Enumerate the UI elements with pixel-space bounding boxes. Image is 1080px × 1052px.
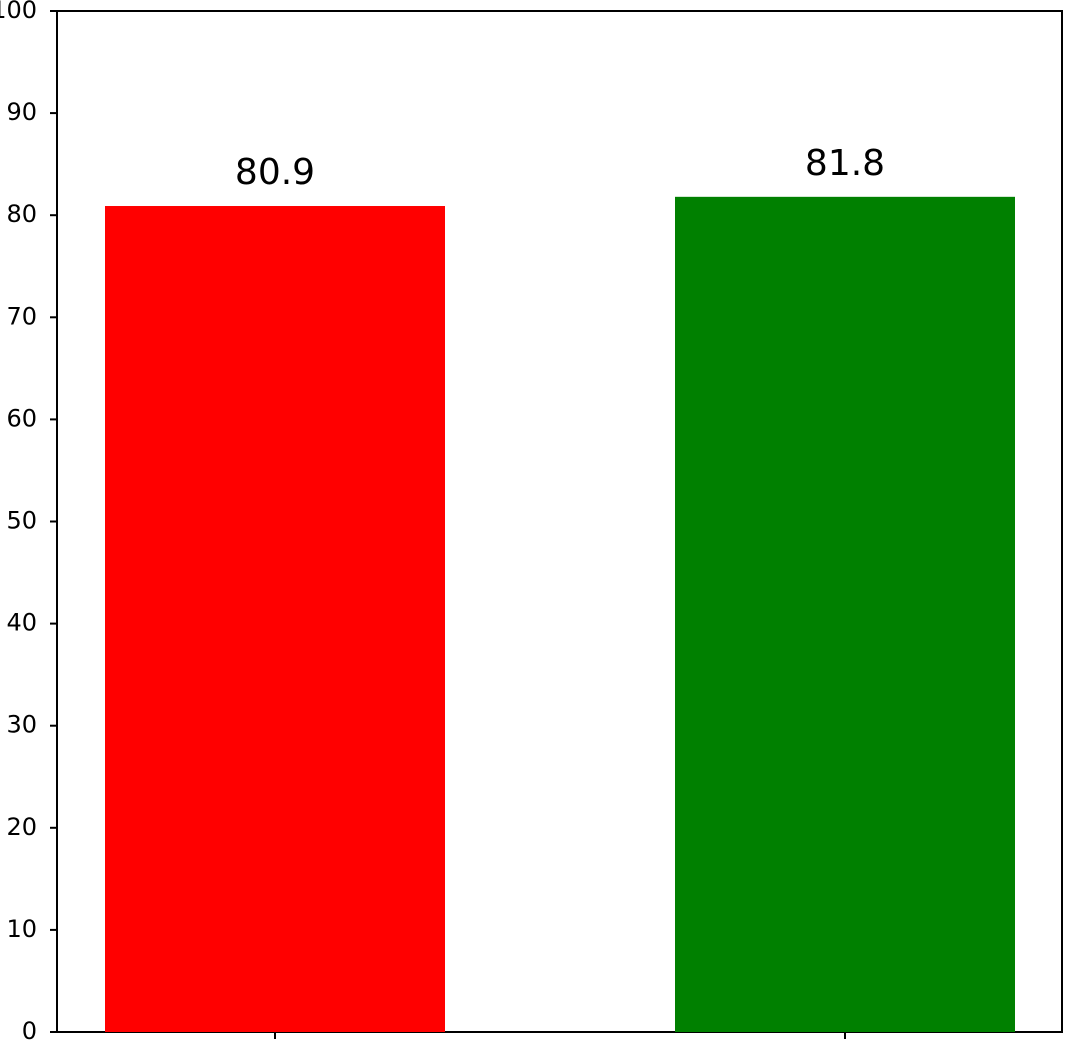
- y-tick-label: 60: [6, 404, 37, 432]
- y-tick-label: 80: [6, 200, 37, 228]
- bar: [105, 206, 445, 1033]
- y-tick-label: 100: [0, 0, 37, 24]
- y-tick-label: 0: [22, 1017, 37, 1045]
- y-tick-label: 30: [6, 711, 37, 739]
- value-label: 81.8: [805, 143, 885, 184]
- y-tick-label: 40: [6, 609, 37, 637]
- y-tick-label: 70: [6, 302, 37, 330]
- y-tick-label: 90: [6, 98, 37, 126]
- y-tick-label: 20: [6, 813, 37, 841]
- bar: [675, 196, 1015, 1032]
- value-label: 80.9: [235, 152, 315, 193]
- y-tick-label: 50: [6, 507, 37, 535]
- y-tick-label: 10: [6, 915, 37, 943]
